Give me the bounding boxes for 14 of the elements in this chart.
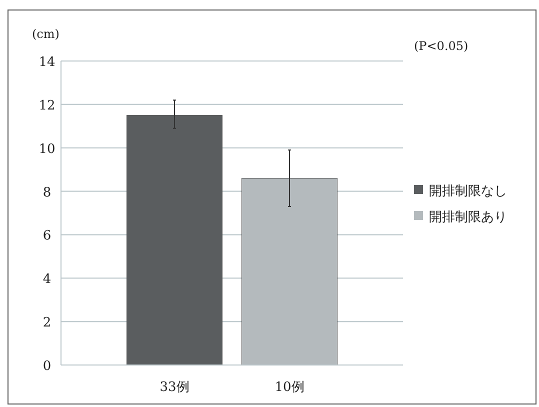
y-tick-label: 0 [42, 359, 52, 374]
y-tick-label: 4 [42, 272, 52, 288]
text: (P<0.05) [414, 39, 468, 53]
x-tick-label: 33例 [160, 380, 190, 395]
y-tick-label: 2 [42, 316, 52, 331]
y-tick-label: 12 [38, 98, 56, 114]
legend-label: 開排制限あり [429, 210, 507, 225]
legend-label: 開排制限なし [429, 184, 507, 199]
y-tick-label: 8 [42, 185, 52, 200]
y-axis-title: (cm) [32, 27, 60, 41]
y-tick-label: 10 [38, 142, 56, 157]
y-tick-label: 14 [38, 55, 56, 70]
y-tick-label: 6 [42, 228, 52, 244]
x-tick-label: 10例 [274, 380, 304, 395]
